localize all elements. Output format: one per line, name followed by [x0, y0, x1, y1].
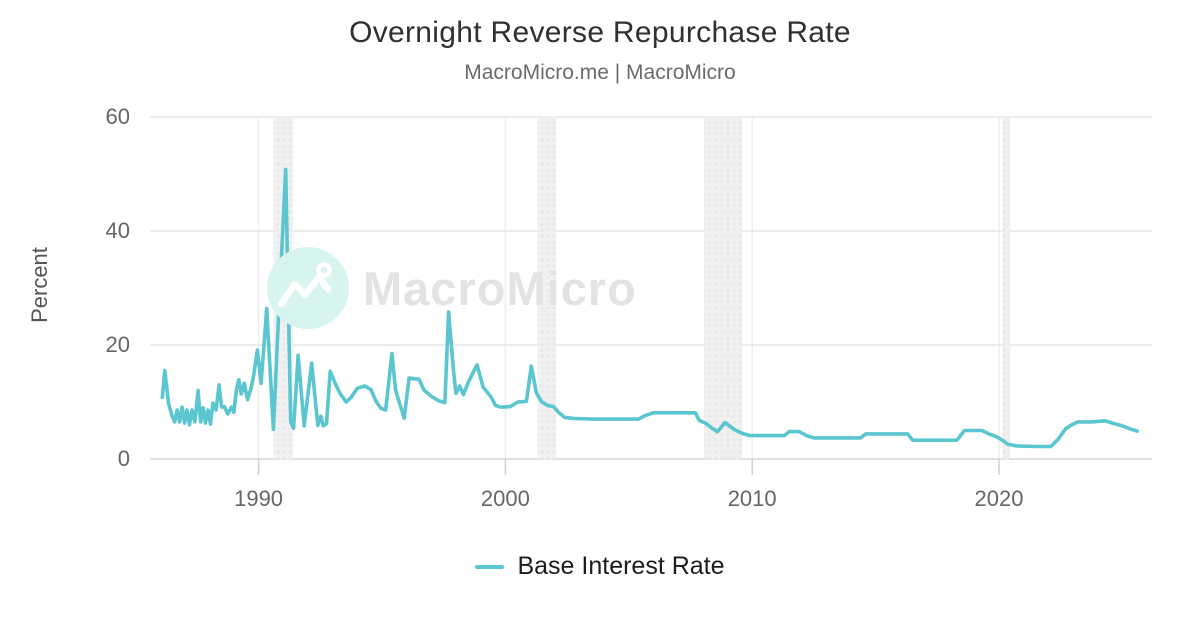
y-tick-label: 60 [105, 104, 130, 129]
x-tick-label: 2000 [480, 486, 530, 511]
x-tick-label: 1990 [234, 486, 284, 511]
legend-line-swatch [475, 564, 505, 569]
series-line-base-interest-rate[interactable] [160, 167, 1139, 449]
x-tick-label: 2020 [974, 486, 1024, 511]
x-tick-label: 2010 [727, 486, 777, 511]
recession-band [537, 117, 556, 459]
y-tick-label: 40 [105, 218, 130, 243]
legend-label: Base Interest Rate [517, 552, 725, 580]
y-tick-label: 20 [105, 332, 130, 357]
chart-title: Overnight Reverse Repurchase Rate [349, 16, 851, 49]
legend-item-base-interest-rate[interactable]: Base Interest Rate [475, 552, 725, 581]
recession-band [704, 117, 743, 459]
chart-subtitle: MacroMicro.me | MacroMicro [464, 61, 736, 84]
recession-band [1002, 117, 1011, 459]
y-tick-label: 0 [117, 446, 130, 471]
legend: Base Interest Rate [0, 552, 1200, 581]
